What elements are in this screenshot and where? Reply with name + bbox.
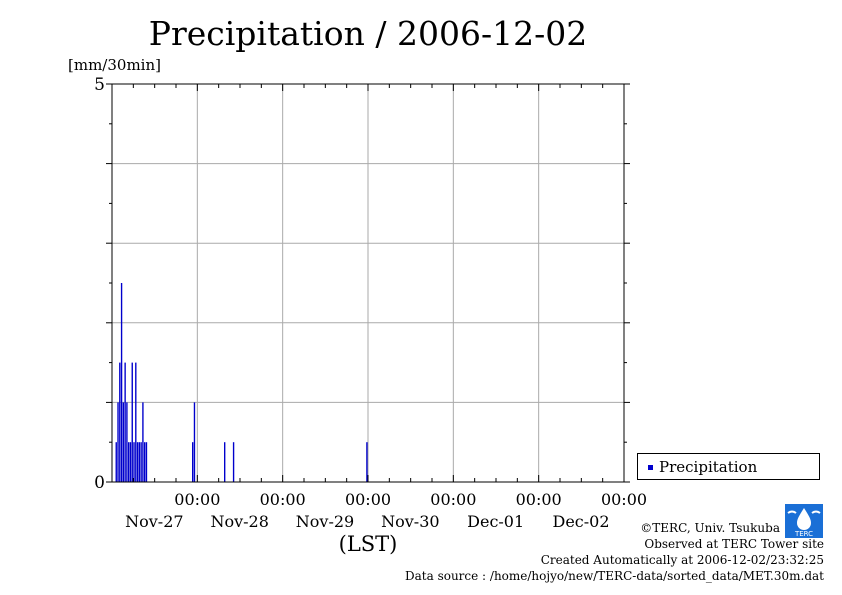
- legend-swatch: [648, 464, 653, 470]
- created-text: Created Automatically at 2006-12-02/23:3…: [540, 553, 824, 567]
- y-tick-label: 5: [94, 75, 105, 95]
- precipitation-bar: [138, 442, 141, 482]
- credits-block: ©TERC, Univ. Tsukuba Observed at TERC To…: [405, 520, 824, 584]
- precipitation-bar: [144, 442, 146, 482]
- precipitation-bar: [133, 442, 135, 482]
- tick-labels: 00:00 Nov-27 00:00 Nov-28 00:00 Nov-29 00:00 No…: [94, 75, 647, 531]
- x-tick-date-label: Nov-29: [296, 512, 354, 531]
- source-text: Data source : /home/hojyo/new/TERC-data/…: [405, 569, 824, 583]
- bar-series: [115, 283, 368, 482]
- x-tick-date-label: Dec-01: [467, 512, 524, 531]
- x-axis-label: (LST): [338, 532, 398, 556]
- precipitation-bar: [117, 402, 119, 482]
- y-axis-unit-label: [mm/30min]: [68, 56, 161, 74]
- x-tick-date-label: Dec-02: [552, 512, 609, 531]
- x-tick-time-label: 00:00: [345, 490, 391, 509]
- precipitation-bar: [192, 442, 194, 482]
- chart-title: Precipitation / 2006-12-02: [148, 14, 588, 53]
- precipitation-bar: [140, 442, 142, 482]
- x-tick-time-label: 00:00: [260, 490, 306, 509]
- x-tick-date-label: Nov-30: [381, 512, 439, 531]
- x-tick-time-label: 00:00: [430, 490, 476, 509]
- precipitation-bar: [120, 283, 123, 482]
- precipitation-bar: [136, 442, 139, 482]
- terc-logo: TERC: [785, 504, 823, 538]
- site-text: Observed at TERC Tower site: [644, 537, 824, 551]
- legend-label: Precipitation: [659, 458, 758, 476]
- precipitation-bar: [119, 362, 121, 482]
- logo-text: TERC: [794, 530, 813, 538]
- copyright-text: ©TERC, Univ. Tsukuba: [640, 521, 780, 535]
- precipitation-bar: [135, 362, 137, 482]
- grid-lines: [112, 84, 624, 482]
- x-tick-time-label: 00:00: [601, 490, 647, 509]
- precipitation-bar: [124, 362, 126, 482]
- x-tick-time-label: 00:00: [174, 490, 220, 509]
- precipitation-bar: [126, 402, 128, 482]
- x-tick-date-label: Nov-27: [125, 512, 183, 531]
- precipitation-bar: [193, 402, 196, 482]
- x-tick-time-label: 00:00: [516, 490, 562, 509]
- precipitation-bar: [115, 442, 117, 482]
- precipitation-bar: [145, 442, 148, 482]
- precipitation-bar: [129, 442, 132, 482]
- x-tick-date-label: Nov-28: [210, 512, 268, 531]
- precipitation-bar: [128, 442, 130, 482]
- precipitation-bar: [142, 402, 144, 482]
- precipitation-bar: [232, 442, 235, 482]
- axis-ticks: [106, 83, 630, 483]
- precipitation-bar: [224, 442, 226, 482]
- precipitation-bar: [366, 442, 368, 482]
- y-tick-label: 0: [94, 473, 105, 493]
- precipitation-bar: [122, 402, 125, 482]
- precipitation-bar: [131, 362, 133, 482]
- legend: Precipitation: [637, 453, 820, 480]
